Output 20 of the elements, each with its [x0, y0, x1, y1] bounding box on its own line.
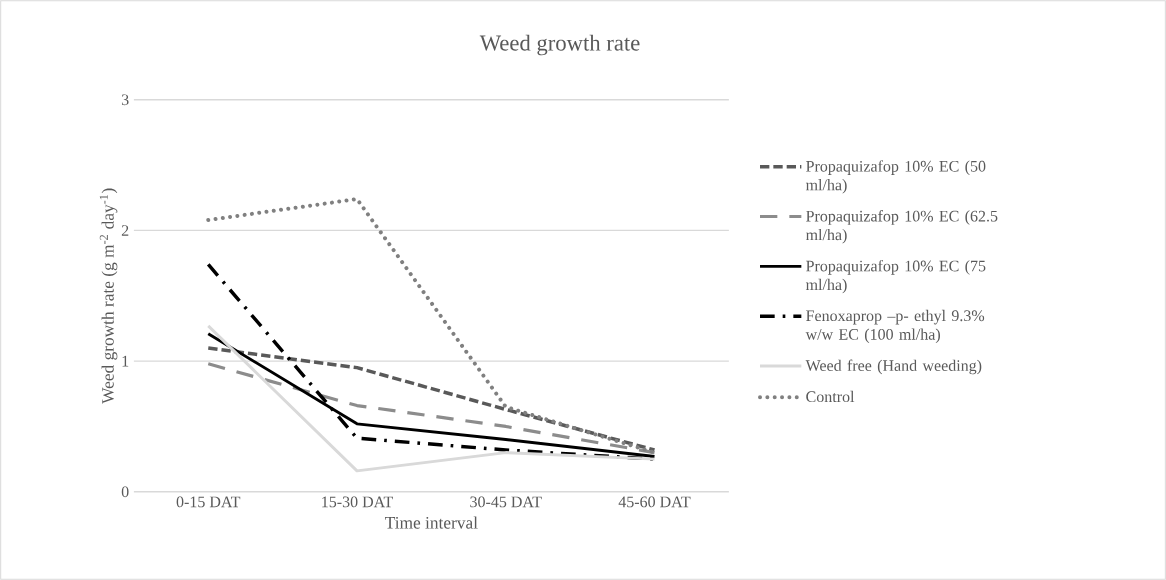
legend-label: Weed free (Hand weeding) — [805, 359, 982, 375]
x-tick-label: 45-60 DAT — [618, 496, 691, 508]
x-axis-title: Time interval — [385, 516, 478, 529]
legend-label: Propaquizafop 10% EC (62.5 ml/ha) — [805, 210, 998, 244]
legend-label: Propaquizafop 10% EC (50 ml/ha) — [805, 160, 986, 194]
chart-title: Weed growth rate — [479, 34, 640, 56]
x-tick-label: 30-45 DAT — [470, 496, 542, 508]
x-tick-label: 0-15 DAT — [176, 496, 241, 508]
y-tick-label: 2 — [121, 225, 129, 236]
line-series — [206, 346, 657, 452]
legend-label: Fenoxaprop –p- ethyl 9.3% w/w EC (100 ml/ha) — [805, 309, 985, 344]
line-series — [206, 324, 656, 473]
y-tick-label: 0 — [121, 486, 129, 498]
line-series — [206, 197, 657, 455]
legend-label: Control — [806, 390, 855, 403]
y-axis-title: Weed growth rate (g m$^{-2}$ day$^{-1}$) — [99, 188, 118, 404]
x-tick-label: 15-30 DAT — [322, 496, 393, 508]
y-tick-label: 3 — [121, 94, 129, 106]
y-tick-label: 1 — [122, 355, 129, 367]
legend-label: Propaquizafop 10% EC (75 ml/ha) — [805, 259, 986, 294]
